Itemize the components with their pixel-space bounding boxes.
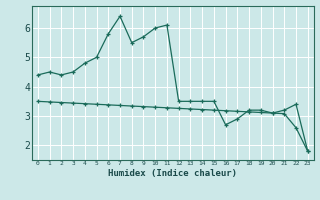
X-axis label: Humidex (Indice chaleur): Humidex (Indice chaleur) xyxy=(108,169,237,178)
